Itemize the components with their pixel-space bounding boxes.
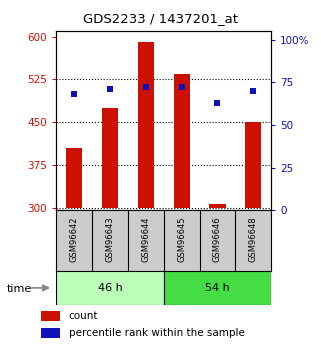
Text: GSM96648: GSM96648 [249, 217, 258, 262]
Bar [56, 271, 164, 305]
Text: time: time [6, 284, 32, 294]
Text: GSM96645: GSM96645 [177, 217, 186, 262]
Bar [102, 108, 118, 208]
Text: count: count [69, 311, 98, 321]
Bar [174, 74, 190, 208]
Text: GSM96643: GSM96643 [105, 217, 115, 262]
Text: GSM96646: GSM96646 [213, 217, 222, 262]
Bar [245, 122, 261, 208]
Text: GSM96642: GSM96642 [70, 217, 79, 262]
Text: 54 h: 54 h [205, 283, 230, 293]
Bar [40, 311, 60, 321]
Text: GDS2233 / 1437201_at: GDS2233 / 1437201_at [83, 12, 238, 25]
Bar [66, 148, 82, 208]
Text: 46 h: 46 h [98, 283, 122, 293]
Bar [138, 42, 154, 208]
Bar [40, 328, 60, 338]
Text: percentile rank within the sample: percentile rank within the sample [69, 328, 245, 338]
Bar [164, 271, 271, 305]
Text: GSM96644: GSM96644 [141, 217, 150, 262]
Bar [209, 204, 226, 208]
